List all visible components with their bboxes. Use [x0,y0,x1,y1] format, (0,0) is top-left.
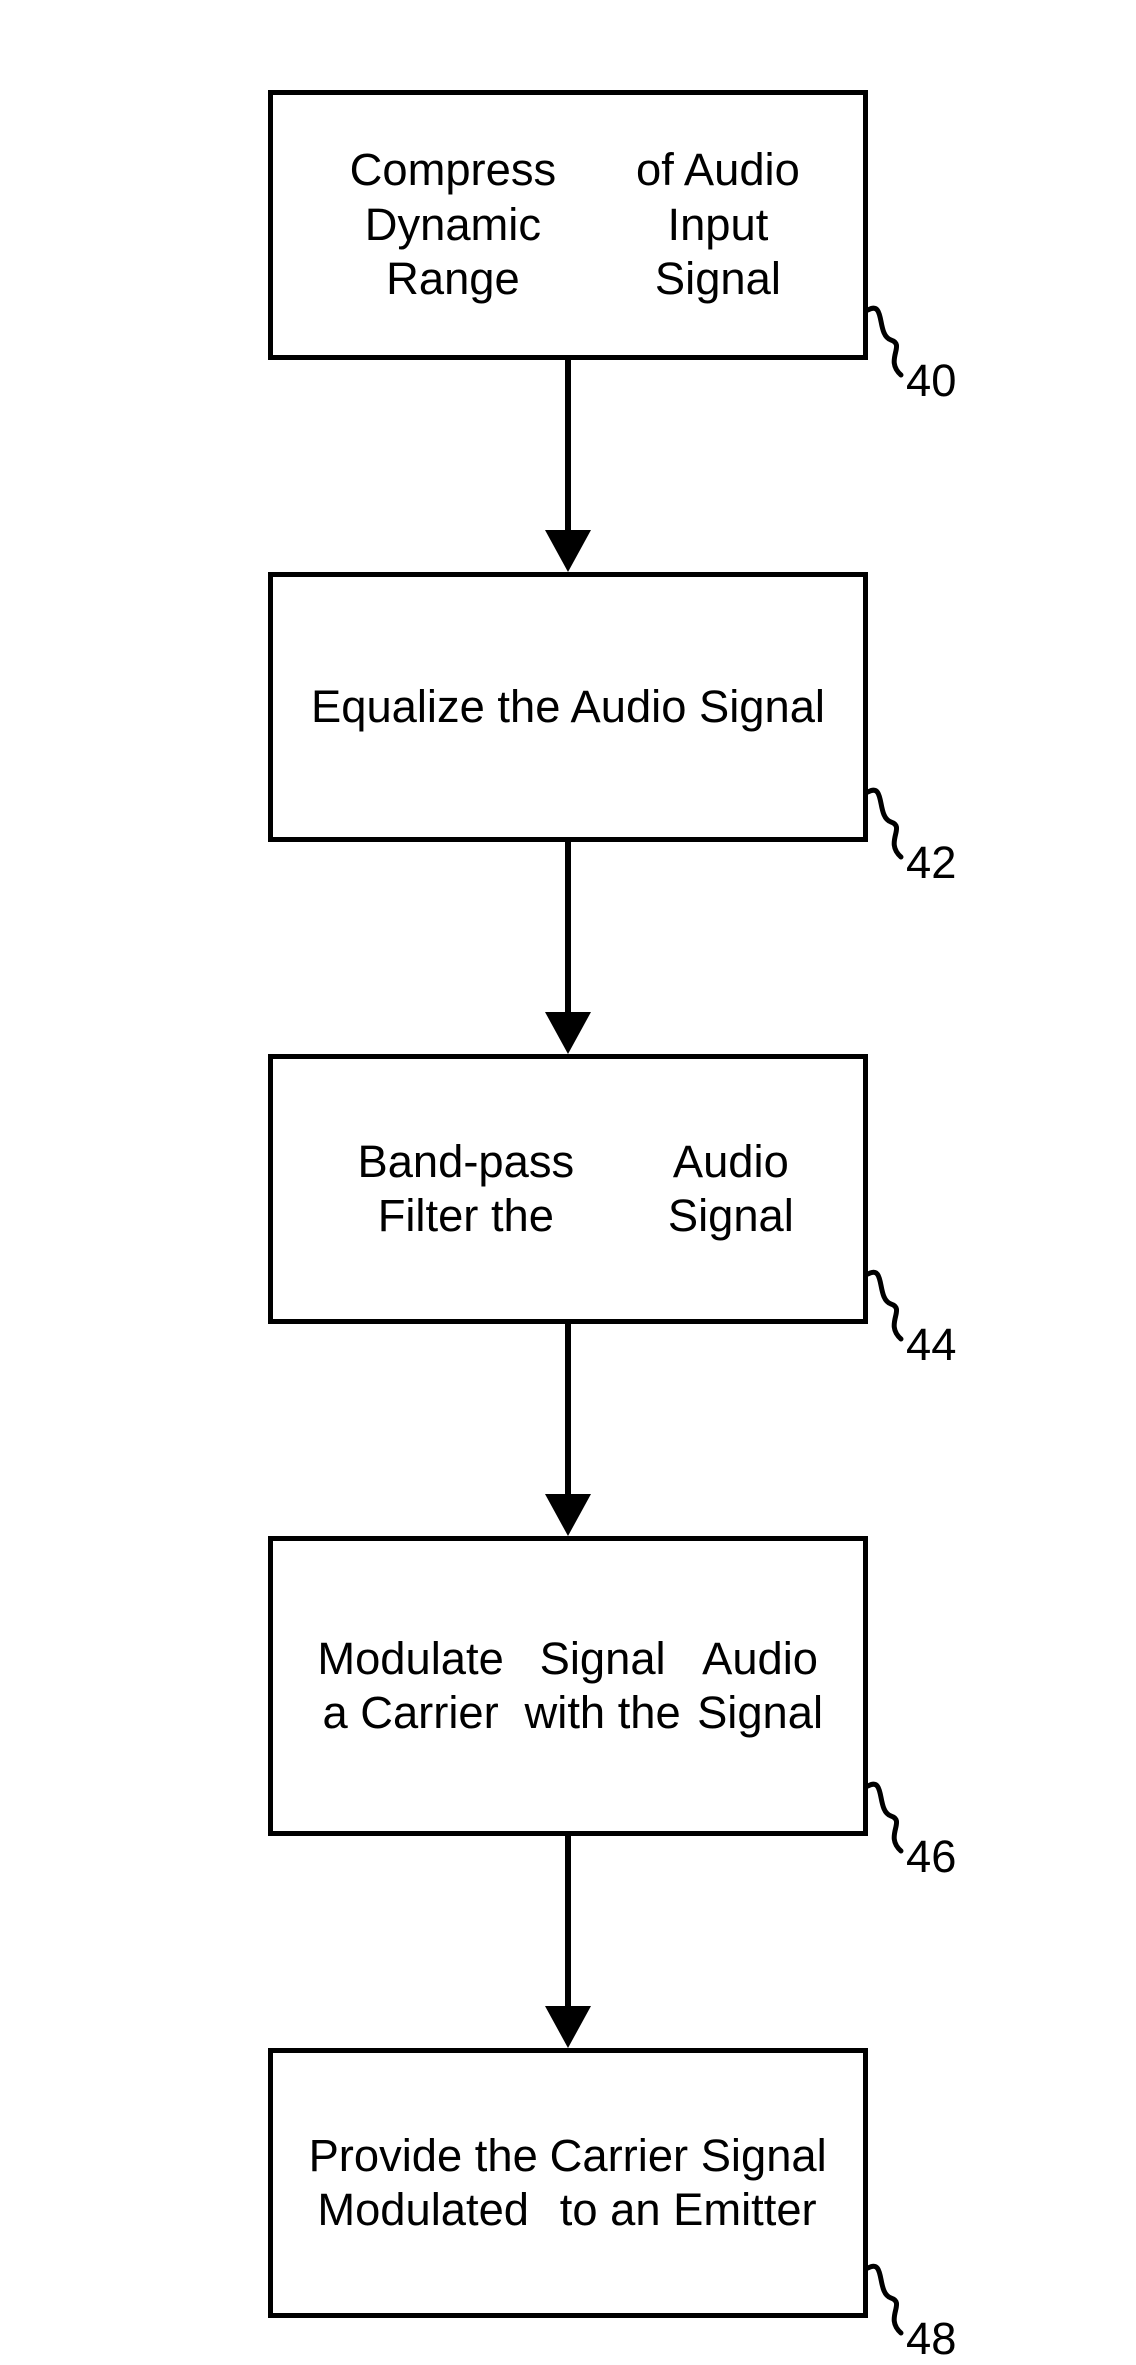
flowchart-arrow [545,1836,591,2048]
flowchart-step: Band-pass Filter theAudio Signal44 [218,1054,918,1324]
reference-number: 40 [906,355,956,407]
flowchart-arrow [545,360,591,572]
arrow-shaft [565,842,571,1012]
reference-number: 46 [906,1831,956,1883]
flowchart-box: Provide the ModulatedCarrier Signal to a… [268,2048,868,2318]
arrow-shaft [565,1324,571,1494]
text-line: Audio Signal [687,1632,833,1741]
reference-number: 48 [906,2313,956,2365]
text-line: Signal with the [518,1632,687,1741]
flowchart-step: Modulate a CarrierSignal with theAudio S… [218,1536,918,1836]
arrow-head [545,530,591,572]
text-line: 44 [906,1319,956,1370]
flowchart-box: Compress Dynamic Rangeof Audio Input Sig… [268,90,868,360]
text-line: Audio Signal [629,1135,833,1244]
flowchart-step: Provide the ModulatedCarrier Signal to a… [218,2048,918,2318]
arrow-shaft [565,360,571,530]
text-line: Band-pass Filter the [303,1135,629,1244]
text-line: Modulate a Carrier [303,1632,518,1741]
text-line: 46 [906,1831,956,1882]
flowchart-box: Band-pass Filter theAudio Signal [268,1054,868,1324]
arrow-head [545,1012,591,1054]
flowchart-step: Compress Dynamic Rangeof Audio Input Sig… [218,90,918,360]
text-line: Provide the Modulated [303,2129,543,2238]
arrow-head [545,2006,591,2048]
arrow-head [545,1494,591,1536]
arrow-shaft [565,1836,571,2006]
flowchart-box: Modulate a CarrierSignal with theAudio S… [268,1536,868,1836]
flowchart-box: Equalize the Audio Signal [268,572,868,842]
text-line: Carrier Signal to an Emitter [543,2129,833,2238]
audio-processing-flowchart: Compress Dynamic Rangeof Audio Input Sig… [218,90,918,2318]
flowchart-arrow [545,842,591,1054]
flowchart-arrow [545,1324,591,1536]
reference-number: 44 [906,1319,956,1371]
text-line: 40 [906,355,956,406]
text-line: 42 [906,837,956,888]
reference-number: 42 [906,837,956,889]
text-line: of Audio Input Signal [603,143,833,306]
flowchart-step: Equalize the Audio Signal42 [218,572,918,842]
text-line: Compress Dynamic Range [303,143,603,306]
text-line: Equalize the Audio Signal [311,680,825,734]
text-line: 48 [906,2313,956,2364]
